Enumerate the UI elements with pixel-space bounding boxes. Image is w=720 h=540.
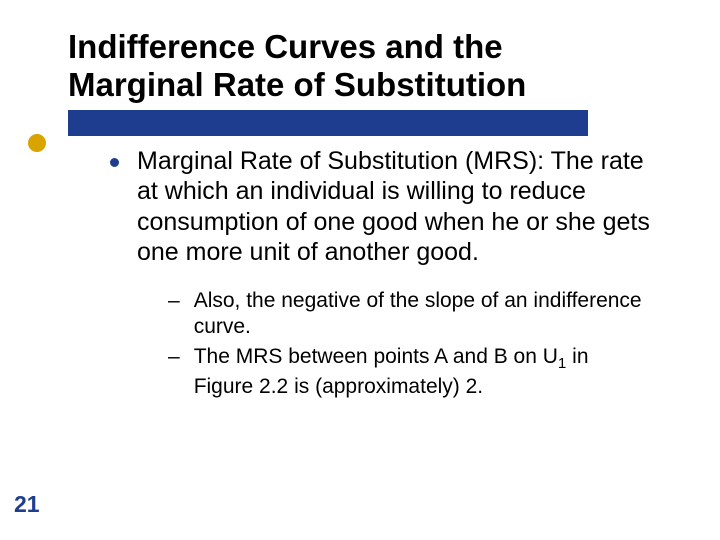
bullet-dot-icon [110, 158, 119, 167]
title-line-2: Marginal Rate of Substitution [68, 66, 526, 103]
sub-bullet-text: Also, the negative of the slope of an in… [194, 288, 650, 341]
sub-bullet-item: – The MRS between points A and B on U1 i… [168, 344, 650, 400]
content-area: Marginal Rate of Substitution (MRS): The… [110, 146, 650, 401]
slide: Indifference Curves and the Marginal Rat… [0, 0, 720, 540]
page-number: 21 [14, 491, 40, 518]
dash-icon: – [168, 345, 180, 369]
sub-bullet-text: The MRS between points A and B on U1 in … [194, 344, 650, 400]
title-line-1: Indifference Curves and the [68, 28, 503, 65]
sub-bullet-list: – Also, the negative of the slope of an … [168, 288, 650, 401]
slide-title: Indifference Curves and the Marginal Rat… [68, 28, 680, 104]
title-underline-bar [68, 110, 588, 136]
bullet-text: Marginal Rate of Substitution (MRS): The… [137, 146, 650, 268]
accent-ball-icon [28, 134, 46, 152]
bullet-item: Marginal Rate of Substitution (MRS): The… [110, 146, 650, 268]
dash-icon: – [168, 289, 180, 313]
sub-bullet-item: – Also, the negative of the slope of an … [168, 288, 650, 341]
title-block: Indifference Curves and the Marginal Rat… [68, 28, 680, 104]
